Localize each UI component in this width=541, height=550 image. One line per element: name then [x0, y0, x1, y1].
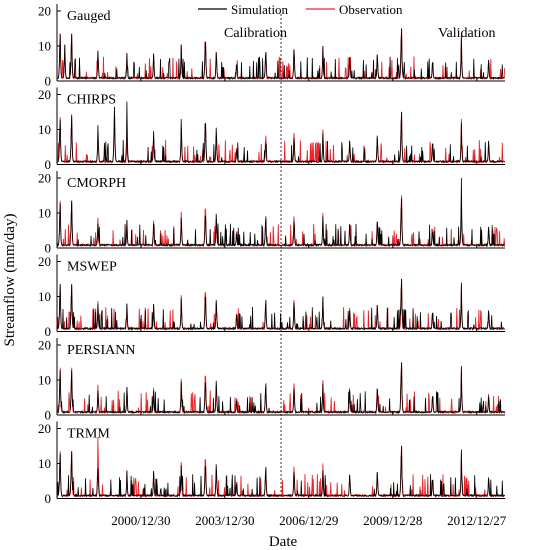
y-tick-label: 0 — [45, 408, 52, 423]
x-tick-label: 2009/12/28 — [363, 513, 422, 528]
series-line-simulation — [56, 101, 505, 164]
y-tick-label: 20 — [38, 87, 51, 102]
y-tick-label: 0 — [45, 74, 52, 89]
y-tick-label: 10 — [38, 206, 51, 221]
x-axis-title: Date — [269, 534, 298, 550]
y-tick-label: 10 — [38, 373, 51, 388]
y-tick-label: 10 — [38, 39, 51, 54]
panel-label: CMORPH — [67, 176, 126, 191]
x-tick-label: 2006/12/29 — [279, 513, 338, 528]
y-tick-label: 10 — [38, 456, 51, 471]
panel-gauged: 0 10 20 Gauged — [38, 4, 506, 89]
y-tick-label: 20 — [38, 338, 51, 353]
series-line-simulation — [56, 28, 505, 81]
panels: 0 10 20 Gauged 0 10 20 CHIRPS 0 10 20 CMORPH 0 10 20 MS… — [38, 4, 506, 506]
y-tick-label: 20 — [38, 421, 51, 436]
legend-label-observation: Observation — [339, 2, 403, 17]
y-tick-label: 0 — [45, 324, 52, 339]
y-tick-label: 0 — [45, 491, 52, 506]
series-line-simulation — [56, 177, 505, 248]
y-tick-label: 0 — [45, 241, 52, 256]
series-line-simulation — [56, 278, 505, 331]
panel-persiann: 0 10 20 PERSIANN — [38, 338, 505, 423]
x-tick-label: 2012/12/27 — [447, 513, 507, 528]
y-tick-label: 10 — [38, 289, 51, 304]
panel-cmorph: 0 10 20 CMORPH — [38, 171, 506, 256]
calibration-label: Calibration — [224, 26, 287, 41]
x-axis-tick-labels: 2000/12/30 2003/12/30 2006/12/29 2009/12… — [111, 513, 507, 528]
panel-label: CHIRPS — [67, 93, 116, 108]
y-tick-label: 20 — [38, 4, 51, 19]
panel-label: Gauged — [67, 9, 111, 24]
panel-mswep: 0 10 20 MSWEP — [38, 254, 505, 339]
panel-trmm: 0 10 20 TRMM — [38, 421, 505, 506]
x-tick-label: 2003/12/30 — [195, 513, 254, 528]
y-tick-label: 10 — [38, 122, 51, 137]
panel-label: TRMM — [67, 427, 110, 442]
y-tick-label: 20 — [38, 254, 51, 269]
panel-label: PERSIANN — [67, 343, 135, 358]
panel-label: MSWEP — [67, 260, 117, 275]
y-tick-label: 20 — [38, 171, 51, 186]
panel-chirps: 0 10 20 CHIRPS — [38, 87, 506, 172]
legend: Simulation Observation — [198, 2, 403, 17]
validation-label: Validation — [438, 26, 496, 41]
y-tick-label: 0 — [45, 157, 52, 172]
legend-label-simulation: Simulation — [231, 2, 289, 17]
y-axis-title: Streamflow (mm/day) — [2, 214, 18, 347]
x-tick-label: 2000/12/30 — [111, 513, 170, 528]
